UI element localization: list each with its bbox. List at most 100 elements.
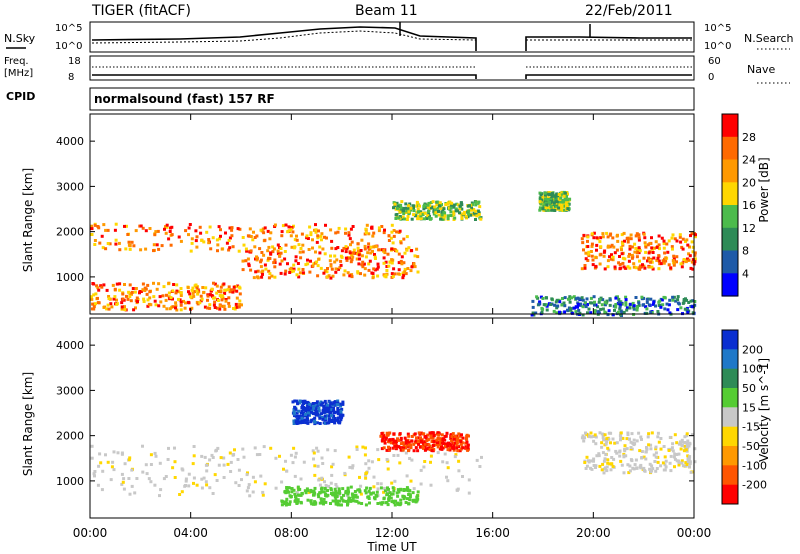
power-cell	[343, 269, 347, 273]
velocity-cell	[386, 459, 390, 463]
velocity-cell	[654, 455, 658, 459]
power-cell	[530, 313, 534, 317]
velocity-cell	[288, 494, 292, 498]
power-cell	[135, 296, 139, 300]
velocity-cell	[347, 499, 351, 503]
velocity-cell	[623, 449, 627, 453]
power-cell	[538, 300, 542, 304]
power-cell	[240, 303, 243, 307]
velocity-cell	[324, 416, 328, 420]
colorbar-swatch	[722, 250, 738, 274]
velocity-cell	[314, 404, 318, 408]
velocity-cell	[606, 446, 610, 450]
velocity-cell	[612, 457, 616, 461]
power-cell	[152, 249, 155, 253]
power-cell	[148, 227, 152, 230]
power-cell	[595, 243, 599, 247]
velocity-cell	[662, 445, 666, 448]
velocity-cell	[145, 472, 149, 476]
power-cell	[189, 295, 193, 299]
power-cell	[606, 244, 610, 248]
velocity-cell	[401, 441, 405, 445]
power-cell	[291, 230, 295, 234]
velocity-cell	[680, 443, 684, 447]
power-cell	[169, 296, 173, 300]
velocity-cell	[391, 492, 395, 496]
power-cell	[619, 246, 623, 250]
power-cell	[146, 298, 150, 302]
velocity-cell	[307, 490, 311, 494]
velocity-cell	[347, 490, 350, 494]
power-cell	[422, 205, 426, 209]
colorbar-swatch	[722, 182, 738, 206]
power-cell	[634, 296, 638, 299]
power-cell	[628, 247, 632, 251]
power-cell	[665, 242, 669, 246]
velocity-cell	[312, 406, 316, 410]
power-cell	[587, 307, 591, 311]
power-cell	[535, 295, 539, 299]
velocity-cell	[589, 431, 593, 435]
velocity-cell	[338, 499, 341, 503]
power-cell	[576, 303, 580, 306]
velocity-cell	[299, 411, 303, 415]
power-cell	[90, 224, 93, 228]
velocity-cell	[458, 449, 462, 453]
velocity-cell	[650, 464, 654, 468]
velocity-cell	[585, 455, 589, 459]
power-cell	[259, 258, 263, 262]
power-cell	[531, 311, 535, 315]
power-cell	[108, 242, 112, 246]
power-cell	[144, 247, 148, 251]
colorbar-swatch	[722, 465, 738, 486]
x-tick-labels: 00:00 04:00 08:00 12:00 16:00 20:00 00:00	[73, 526, 712, 540]
power-cell	[158, 295, 162, 299]
power-cell	[552, 201, 556, 205]
power-cell	[639, 264, 643, 268]
colorbar-tick-label: 12	[742, 222, 756, 235]
power-cell	[345, 246, 349, 250]
power-cell	[157, 247, 161, 251]
power-cell	[654, 240, 658, 244]
velocity-cell	[336, 418, 340, 422]
power-cell	[549, 303, 553, 306]
velocity-cell	[208, 458, 212, 462]
power-cell	[401, 215, 405, 219]
nsky-trace	[91, 26, 477, 51]
power-cell	[130, 290, 134, 294]
power-cell	[685, 308, 689, 311]
velocity-cell	[293, 455, 297, 459]
power-cell	[127, 290, 131, 294]
power-cell	[544, 206, 548, 209]
velocity-cell	[353, 490, 357, 493]
velocity-cell	[622, 454, 626, 458]
power-cell	[591, 263, 595, 267]
power-cell	[428, 204, 432, 208]
velocity-cell	[292, 408, 296, 412]
power-cell	[143, 289, 147, 292]
power-cell	[237, 285, 241, 289]
power-cell	[91, 302, 95, 306]
power-cell	[143, 286, 147, 290]
power-cell	[288, 267, 292, 271]
velocity-cell	[215, 479, 219, 482]
power-cell	[393, 204, 397, 208]
velocity-cell	[399, 438, 403, 442]
power-cell	[304, 263, 308, 267]
velocity-cell	[133, 491, 137, 495]
power-cell	[225, 241, 229, 245]
velocity-cell	[372, 491, 375, 495]
power-cell	[627, 259, 631, 263]
power-cell	[167, 291, 171, 295]
power-cell	[554, 200, 558, 204]
power-cell	[219, 228, 222, 232]
power-cell	[578, 297, 581, 301]
velocity-cell	[92, 472, 96, 476]
velocity-cell	[367, 466, 371, 470]
power-cell	[605, 231, 609, 235]
velocity-cell	[407, 441, 411, 445]
velocity-cell	[164, 475, 168, 478]
power-cell	[244, 247, 248, 251]
power-cell	[419, 210, 423, 214]
velocity-cell	[647, 443, 651, 447]
